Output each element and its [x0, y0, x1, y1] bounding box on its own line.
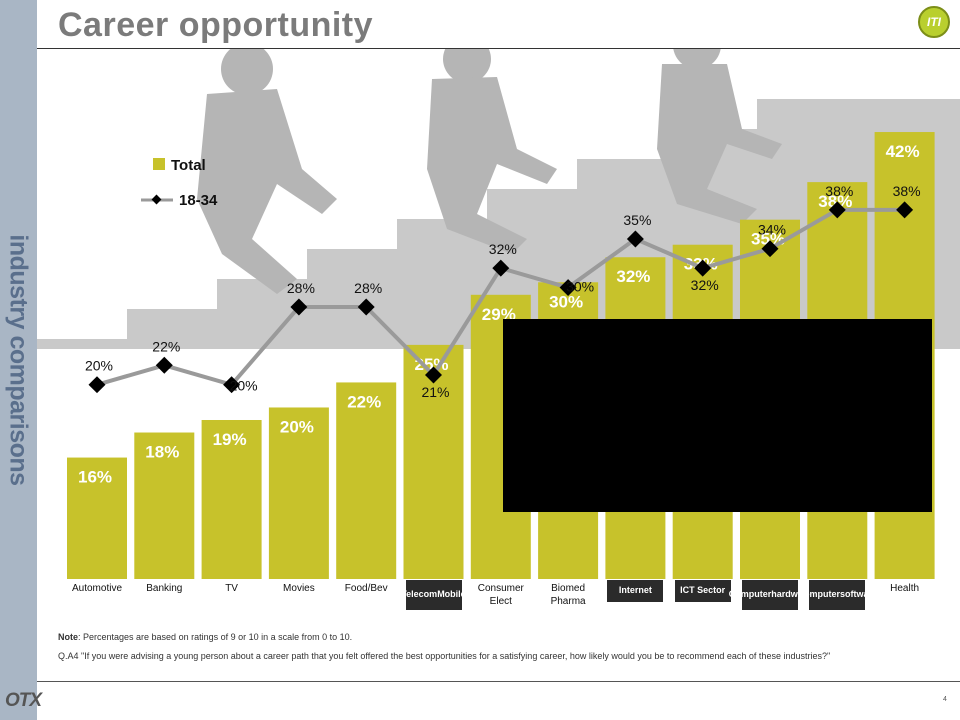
category-label: Internet	[607, 580, 664, 602]
bar-5	[336, 382, 397, 579]
category-label: Food/Bev	[336, 583, 396, 596]
line-value-label: 30%	[566, 279, 594, 295]
bar-value-label: 42%	[886, 142, 920, 161]
bar-value-label: 20%	[280, 417, 314, 436]
line-marker	[155, 356, 173, 374]
category-label: Consumer Elect	[471, 583, 531, 608]
line-marker	[761, 240, 779, 258]
iti-logo: ITI	[918, 6, 950, 38]
category-label-line: Elect	[489, 595, 512, 607]
line-value-label: 28%	[354, 280, 382, 296]
line-marker	[223, 376, 241, 394]
footnote: Note: Percentages are based on ratings o…	[58, 632, 352, 642]
bar-value-label: 38%	[818, 192, 852, 211]
category-label-line: Computer	[797, 589, 841, 600]
line-marker	[290, 298, 308, 316]
line-value-label: 20%	[230, 378, 258, 394]
note-text: : Percentages are based on ratings of 9 …	[78, 632, 353, 642]
category-label: Biomed Pharma	[538, 583, 598, 608]
legend-18-34-label: 18-34	[179, 192, 218, 209]
bar-1	[67, 457, 127, 579]
line-value-label: 21%	[421, 384, 449, 400]
bar-4	[268, 407, 329, 579]
note-label: Note	[58, 632, 78, 642]
line-marker	[694, 259, 712, 277]
bar-value-label: 30%	[549, 292, 583, 311]
category-label: Telecom Mobile	[401, 580, 466, 610]
line-marker	[559, 279, 577, 297]
line-value-label: 32%	[489, 241, 517, 257]
bar-value-label: 32%	[616, 267, 650, 286]
line-marker	[492, 259, 510, 277]
page-number: 4	[943, 696, 947, 703]
category-label: TV	[202, 583, 262, 596]
title-divider	[37, 48, 960, 49]
bar-2	[134, 432, 195, 579]
category-label-line: Mobile	[437, 589, 466, 600]
bar-value-label: 25%	[415, 355, 449, 374]
category-label: ICT Sector	[674, 580, 731, 602]
line-value-label: 22%	[152, 338, 180, 354]
category-label: Automotive	[67, 583, 127, 596]
category-label-line: Banking	[146, 583, 183, 594]
line-marker	[357, 298, 375, 316]
bar-value-label: 18%	[145, 443, 179, 462]
category-label-line: hardware	[771, 589, 812, 600]
category-label: Health	[875, 583, 935, 596]
category-label: Computer software	[798, 580, 877, 610]
line-value-label: 32%	[691, 277, 719, 293]
legend-total-swatch	[153, 158, 165, 170]
redaction-block	[503, 319, 932, 512]
bar-value-label: 22%	[347, 392, 381, 411]
category-label: Movies	[269, 583, 329, 596]
line-marker	[828, 201, 846, 219]
bar-value-label: 19%	[213, 430, 247, 449]
line-marker	[425, 366, 442, 384]
line-marker	[88, 376, 106, 394]
line-marker	[626, 230, 644, 248]
category-label-line: Movies	[283, 583, 315, 594]
category-label-line: TV	[225, 583, 238, 594]
line-value-label: 35%	[623, 212, 651, 228]
bar-3	[201, 419, 262, 579]
category-label-line: ICT Sector	[680, 585, 726, 596]
category-label: Computer hardware	[729, 580, 811, 610]
legend-line-marker	[151, 194, 162, 205]
category-label-line: Internet	[618, 585, 652, 596]
category-label-line: Biomed	[551, 583, 586, 594]
page-title: Career opportunity	[58, 6, 374, 44]
line-marker	[896, 201, 914, 219]
category-label-line: Food/Bev	[344, 583, 388, 594]
category-label-line: Computer	[728, 589, 772, 600]
line-value-label: 20%	[85, 358, 113, 374]
bar-6	[403, 344, 464, 579]
line-value-label: 38%	[825, 183, 853, 199]
category-label: Banking	[134, 583, 194, 596]
line-value-label: 34%	[758, 222, 786, 238]
category-label-line: Automotive	[71, 583, 123, 594]
line-value-label: 28%	[287, 280, 315, 296]
footer-divider	[37, 681, 960, 682]
legend-total-label: Total	[171, 157, 206, 174]
otx-logo: OTX	[5, 690, 42, 711]
question-text: Q.A4 "If you were advising a young perso…	[58, 651, 831, 661]
sidebar: industry comparisons	[0, 0, 37, 720]
category-label-line: Telecom	[401, 589, 438, 600]
category-label-line: Pharma	[550, 595, 586, 607]
category-label-line: Consumer	[477, 583, 524, 594]
category-label-line: Health	[890, 583, 920, 594]
category-label-line: software	[840, 589, 878, 600]
bar-value-label: 16%	[78, 468, 112, 487]
line-value-label: 38%	[893, 183, 921, 199]
